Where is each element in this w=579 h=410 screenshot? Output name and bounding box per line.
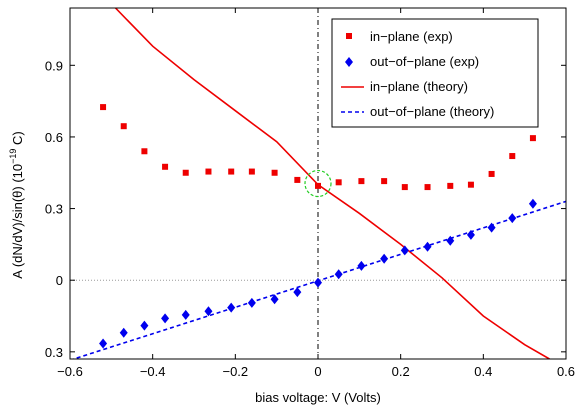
data-point-out-of-plane-exp (314, 277, 322, 288)
legend-label-out-of-plane-theory: out−of−plane (theory) (370, 104, 494, 119)
data-point-out-of-plane-exp (508, 213, 517, 224)
data-point-out-of-plane-exp (270, 294, 279, 305)
tick-labels-layer: −0.6 −0.4 −0.2 0 0.2 0.4 0.6 0.3 0 0.3 0.6 0.9 (45, 58, 575, 379)
data-point-out-of-plane-exp (181, 309, 190, 320)
data-point-in-plane-exp (335, 179, 342, 186)
data-point-in-plane-exp (488, 170, 495, 177)
y-tick-label: 0.3 (45, 202, 63, 217)
x-tick-label: 0 (314, 364, 321, 379)
y-tick-label: 0.6 (45, 130, 63, 145)
data-point-in-plane-exp (248, 168, 255, 175)
y-tick-label: 0 (56, 273, 63, 288)
data-point-out-of-plane-exp (334, 269, 343, 280)
highlight-circle (304, 169, 332, 198)
data-point-out-of-plane-exp (293, 287, 302, 298)
data-point-out-of-plane-exp (400, 245, 409, 256)
x-tick-label: −0.2 (222, 364, 248, 379)
y-axis-label-main: A (dN/dV)/sin(θ) (10 (10, 164, 25, 279)
data-point-in-plane-exp (141, 148, 148, 155)
data-point-in-plane-exp (447, 182, 454, 189)
reference-lines-layer (70, 8, 566, 359)
data-point-out-of-plane-exp (227, 302, 236, 313)
x-tick-label: 0.4 (474, 364, 492, 379)
series-line-in-plane-theory (114, 8, 550, 359)
data-point-out-of-plane-exp (119, 327, 128, 338)
x-axis-label: bias voltage: V (Volts) (255, 390, 381, 405)
data-point-out-of-plane-exp (204, 306, 213, 317)
data-point-out-of-plane-exp (446, 235, 455, 246)
data-point-out-of-plane-exp (247, 297, 256, 308)
data-point-out-of-plane-exp (487, 222, 496, 233)
data-point-in-plane-exp (162, 163, 169, 170)
data-point-in-plane-exp (467, 181, 474, 188)
data-point-out-of-plane-exp (423, 241, 432, 252)
y-axis-label-unit: C) (10, 131, 25, 148)
data-point-out-of-plane-exp (380, 253, 389, 264)
y-tick-label: 0.9 (45, 58, 63, 73)
data-point-in-plane-exp (120, 123, 127, 130)
data-point-out-of-plane-exp (161, 313, 170, 324)
data-point-in-plane-exp (182, 169, 189, 176)
legend-marker-in-plane-exp (346, 33, 352, 39)
data-point-in-plane-exp (205, 168, 212, 175)
data-point-in-plane-exp (529, 135, 536, 142)
markers-layer (99, 104, 537, 349)
data-point-out-of-plane-exp (140, 320, 149, 331)
y-axis-label-exponent: −19 (8, 149, 18, 164)
data-point-in-plane-exp (401, 184, 408, 191)
y-axis-label: A (dN/dV)/sin(θ) (10−19 C) (8, 131, 25, 279)
data-point-in-plane-exp (294, 176, 301, 183)
data-point-out-of-plane-exp (466, 229, 475, 240)
annotation-layer (304, 169, 332, 198)
legend-label-in-plane-exp: in−plane (exp) (370, 29, 453, 44)
data-point-out-of-plane-exp (528, 198, 537, 209)
data-point-out-of-plane-exp (99, 338, 108, 349)
axes-layer (69, 7, 567, 360)
data-point-in-plane-exp (358, 178, 365, 185)
legend-label-out-of-plane-exp: out−of−plane (exp) (370, 54, 479, 69)
x-tick-label: −0.4 (140, 364, 166, 379)
data-point-in-plane-exp (315, 182, 321, 189)
data-point-in-plane-exp (381, 178, 388, 185)
data-point-in-plane-exp (228, 168, 235, 175)
legend: in−plane (exp) out−of−plane (exp) in−pla… (331, 18, 539, 128)
data-point-in-plane-exp (509, 153, 516, 160)
x-tick-label: 0.2 (392, 364, 410, 379)
data-point-in-plane-exp (424, 184, 431, 191)
legend-box (331, 18, 539, 128)
legend-marker-out-of-plane-exp (345, 57, 353, 67)
x-tick-label: 0.6 (557, 364, 575, 379)
data-point-out-of-plane-exp (357, 260, 366, 271)
x-tick-label: −0.6 (57, 364, 83, 379)
data-point-in-plane-exp (271, 169, 278, 176)
legend-label-in-plane-theory: in−plane (theory) (370, 79, 468, 94)
data-point-in-plane-exp (100, 104, 107, 111)
y-tick-label: 0.3 (45, 345, 63, 360)
